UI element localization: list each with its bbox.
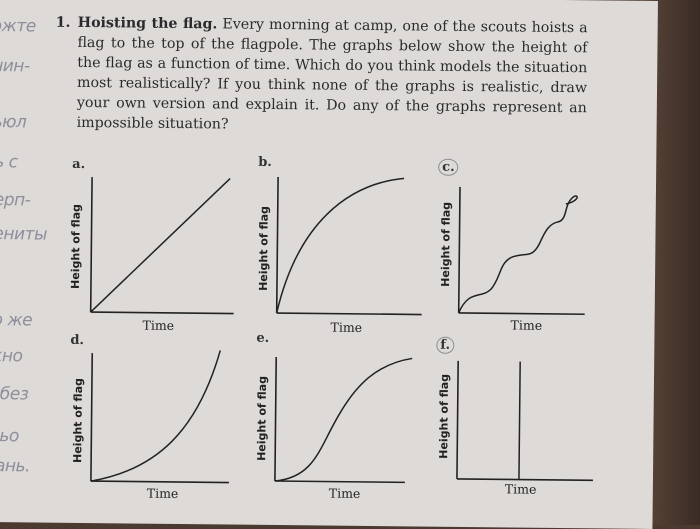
height-curve <box>518 361 521 480</box>
margin-note: кно <box>0 346 23 367</box>
textbook-page: ожте чин- ьюл ь с ерп- ениты о же кно бе… <box>0 0 658 529</box>
graph-f: f. Height of flag Time <box>436 335 619 507</box>
graph-d: d. Height of flag Time <box>67 333 249 511</box>
graph-e: e. Height of flag Time <box>255 331 437 509</box>
problem-statement: 1. Hoisting the flag. Every morning at c… <box>55 13 588 139</box>
graph-a: a. Height of flag Time <box>68 157 250 337</box>
height-curve <box>274 357 413 482</box>
margin-note: ерп- <box>0 190 31 211</box>
margin-note: ьюл <box>0 112 27 133</box>
margin-note: о же <box>0 310 33 331</box>
graph-b-plot <box>275 177 422 316</box>
x-axis-label: Time <box>328 485 361 501</box>
y-axis <box>274 357 278 482</box>
x-axis <box>456 478 593 482</box>
x-axis <box>458 312 585 316</box>
margin-note: чин- <box>0 56 30 77</box>
x-axis <box>90 311 234 315</box>
y-axis-label: Height of flag <box>438 201 453 287</box>
graph-c-plot <box>457 186 585 316</box>
problem-text: Every morning at camp, one of the scouts… <box>76 16 588 133</box>
x-axis-label: Time <box>146 485 179 501</box>
x-axis <box>276 312 422 316</box>
margin-note: ань. <box>0 456 31 477</box>
y-axis <box>457 186 461 313</box>
height-curve <box>90 350 222 482</box>
y-axis-label: Height of flag <box>71 378 85 464</box>
graph-f-plot <box>456 360 593 482</box>
y-axis-label: Height of flag <box>68 203 83 289</box>
height-curve <box>90 177 231 313</box>
graph-c: c. Height of flag Time <box>438 158 621 333</box>
y-axis <box>90 353 94 482</box>
y-axis-label: Height of flag <box>255 375 270 461</box>
problem-body: Hoisting the flag. Every morning at camp… <box>77 13 588 138</box>
margin-note: ьо <box>0 426 19 447</box>
y-axis <box>275 177 279 314</box>
x-axis <box>90 480 229 484</box>
problem-title: Hoisting the flag. <box>77 14 218 33</box>
x-axis-label: Time <box>330 319 363 335</box>
margin-note: ожте <box>0 16 36 37</box>
graph-a-plot <box>89 177 234 315</box>
graph-e-plot <box>274 357 413 484</box>
margin-note: ениты <box>0 224 48 245</box>
y-axis-label: Height of flag <box>437 373 452 459</box>
y-axis <box>456 360 459 479</box>
margin-note: ь с <box>0 152 18 173</box>
x-axis-label: Time <box>510 317 543 333</box>
height-curve <box>457 195 578 314</box>
y-axis-label: Height of flag <box>256 205 271 291</box>
margin-note: без <box>0 384 29 405</box>
y-axis <box>89 177 93 313</box>
height-curve <box>275 177 405 314</box>
graph-b: b. Height of flag Time <box>256 155 438 335</box>
x-axis-label: Time <box>504 481 537 497</box>
problem-number: 1. <box>55 14 71 31</box>
graph-d-plot <box>90 350 229 484</box>
x-axis <box>274 480 405 484</box>
x-axis-label: Time <box>142 317 175 333</box>
